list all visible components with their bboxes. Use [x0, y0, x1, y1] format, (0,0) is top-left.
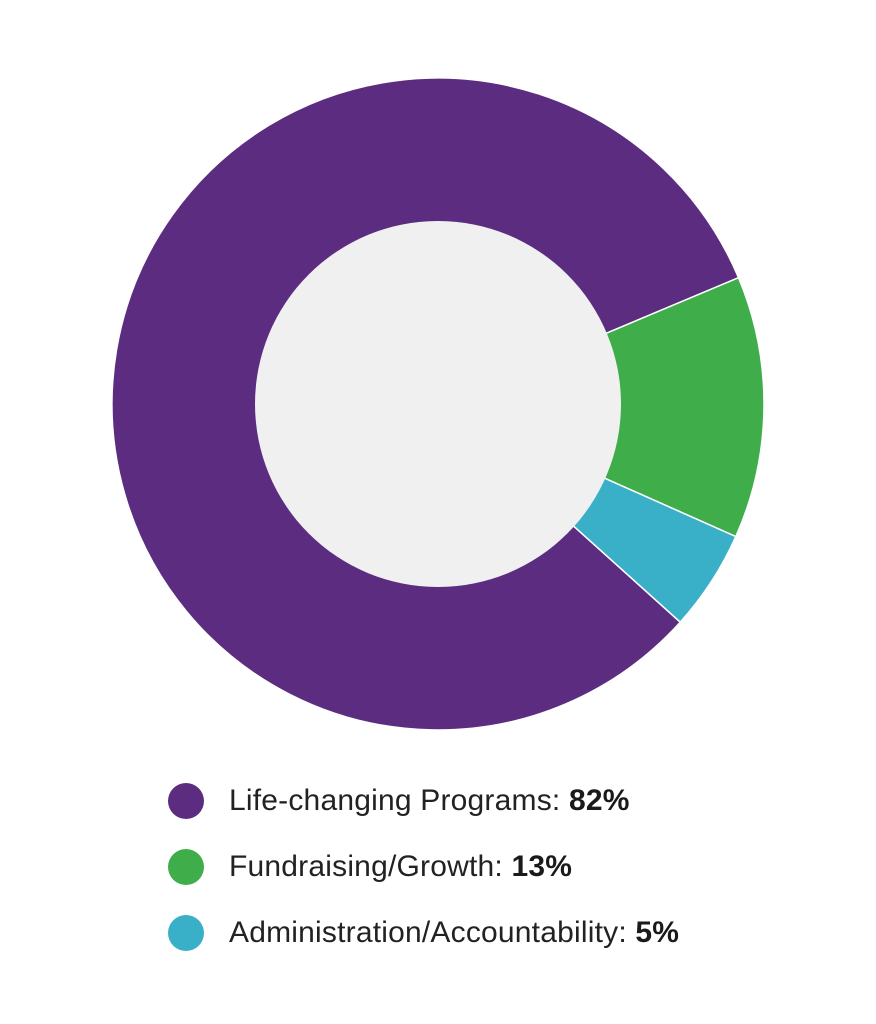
legend-value-fundraising: 13%: [511, 850, 573, 883]
legend-text-administration: Administration/Accountability: 5%: [229, 916, 679, 950]
legend-text-programs: Life-changing Programs: 82%: [229, 784, 630, 818]
legend-label-programs: Life-changing Programs: [229, 784, 552, 817]
legend-value-programs: 82%: [568, 784, 630, 817]
legend-swatch-fundraising: [168, 849, 204, 885]
legend-separator: :: [494, 850, 512, 883]
legend-swatch-programs: [168, 783, 204, 819]
legend-item-fundraising: Fundraising/Growth: 13%: [168, 834, 848, 900]
legend-separator: :: [618, 916, 636, 949]
chart-legend: Life-changing Programs: 82% Fundraising/…: [168, 768, 848, 966]
donut-chart: [111, 77, 765, 731]
legend-item-administration: Administration/Accountability: 5%: [168, 900, 848, 966]
legend-value-administration: 5%: [635, 916, 680, 949]
legend-label-fundraising: Fundraising/Growth: [229, 850, 495, 883]
legend-label-administration: Administration/Accountability: [229, 916, 619, 949]
legend-item-programs: Life-changing Programs: 82%: [168, 768, 848, 834]
donut-hole: [255, 221, 621, 587]
legend-swatch-administration: [168, 915, 204, 951]
legend-separator: :: [551, 784, 569, 817]
legend-text-fundraising: Fundraising/Growth: 13%: [229, 850, 572, 884]
